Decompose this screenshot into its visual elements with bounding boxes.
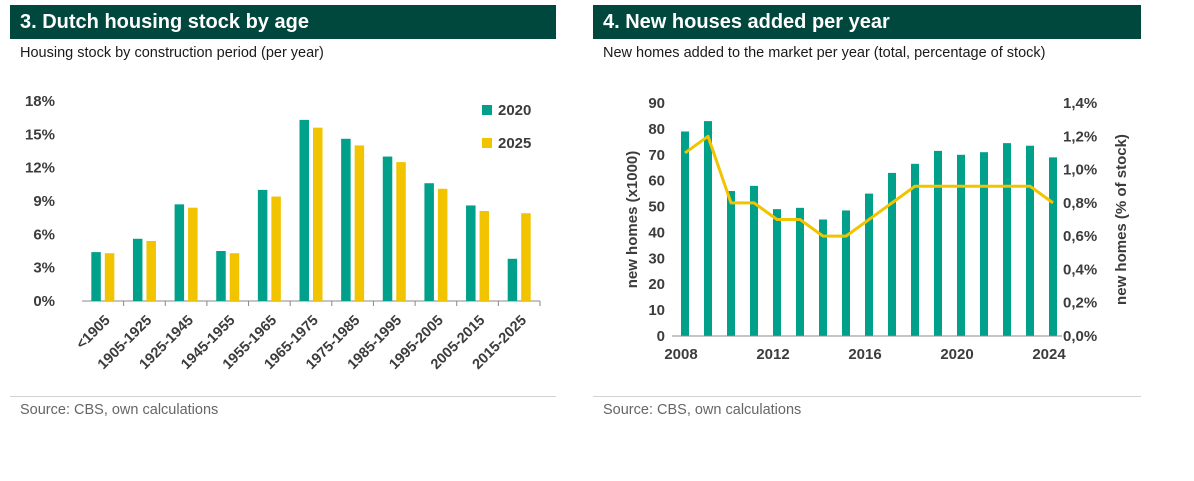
bar-2025 bbox=[146, 241, 156, 301]
bar-new-homes bbox=[911, 163, 919, 336]
chart-source: Source: CBS, own calculations bbox=[20, 402, 219, 418]
bar-new-homes bbox=[888, 172, 896, 336]
bar-new-homes bbox=[957, 154, 965, 336]
bar-2025 bbox=[271, 196, 281, 301]
bar-2025 bbox=[229, 253, 240, 301]
bar-new-homes bbox=[1003, 143, 1011, 336]
source-divider bbox=[10, 396, 556, 397]
bar-2025 bbox=[188, 207, 198, 301]
new-houses-chart: 0 10 20 30 40 50 60 70 80 90 0,0% 0,2% 0,4% 0,6% 0,8% 1… bbox=[624, 95, 1130, 363]
bar-new-homes bbox=[842, 210, 850, 336]
y-tick-label: 50 bbox=[648, 199, 665, 216]
y-tick-label: 18% bbox=[25, 93, 55, 110]
bar-2020 bbox=[174, 204, 185, 301]
bar-new-homes bbox=[681, 131, 689, 336]
bar-2020 bbox=[132, 238, 143, 301]
y-tick-label: 9% bbox=[33, 193, 55, 210]
chart-title: 4. New houses added per year bbox=[593, 5, 1141, 39]
chart-source: Source: CBS, own calculations bbox=[603, 402, 802, 418]
bar-2020 bbox=[257, 189, 268, 301]
legend-label: 2025 bbox=[498, 135, 531, 152]
new-houses-panel: 4. New houses added per year New homes a… bbox=[593, 5, 1141, 418]
y-tick-label: 80 bbox=[648, 121, 665, 138]
bar-new-homes bbox=[865, 193, 873, 336]
bar-2020 bbox=[507, 258, 518, 301]
bar-2025 bbox=[104, 253, 115, 301]
y-tick-label: 20 bbox=[648, 276, 665, 293]
y-axis-label: new homes (x1000) bbox=[624, 151, 641, 289]
chart-subtitle: Housing stock by construction period (pe… bbox=[20, 45, 324, 61]
bar-2020 bbox=[299, 119, 309, 301]
y-tick-label: 60 bbox=[648, 173, 665, 190]
y2-tick-label: 1,0% bbox=[1063, 162, 1097, 179]
y-tick-label: 6% bbox=[33, 226, 55, 243]
legend-label: 2020 bbox=[498, 102, 531, 119]
bar-2020 bbox=[424, 183, 434, 301]
y-tick-label: 90 bbox=[648, 95, 665, 112]
x-tick-label: 2012 bbox=[756, 346, 789, 363]
bar-new-homes bbox=[773, 209, 781, 336]
y-tick-label: 3% bbox=[33, 260, 55, 277]
y-tick-label: 70 bbox=[648, 147, 665, 164]
bar-2025 bbox=[479, 211, 490, 301]
source-divider bbox=[593, 396, 1141, 397]
bar-new-homes bbox=[819, 219, 827, 336]
y-tick-label: 0% bbox=[33, 293, 55, 310]
y-tick-label: 10 bbox=[648, 302, 665, 319]
bar-2020 bbox=[466, 205, 476, 301]
y-tick-label: 12% bbox=[25, 160, 55, 177]
y-tick-label: 40 bbox=[648, 224, 665, 241]
housing-stock-panel: 3. Dutch housing stock by age Housing st… bbox=[10, 5, 556, 418]
housing-stock-chart: 0%3%6%9%12%15%18%<19051905-19251925-1945… bbox=[25, 93, 541, 373]
y-tick-label: 30 bbox=[648, 250, 665, 267]
x-tick-label: 2024 bbox=[1032, 346, 1066, 363]
bar-new-homes bbox=[750, 185, 758, 336]
y2-tick-label: 0,4% bbox=[1063, 261, 1097, 278]
y2-axis-label: new homes (% of stock) bbox=[1113, 134, 1130, 305]
bar-2020 bbox=[382, 156, 393, 301]
y2-tick-label: 0,0% bbox=[1063, 328, 1097, 345]
bar-2025 bbox=[396, 162, 406, 301]
y2-tick-label: 0,2% bbox=[1063, 295, 1097, 312]
x-tick-label: 2016 bbox=[848, 346, 881, 363]
bar-new-homes bbox=[1026, 145, 1034, 336]
bar-2020 bbox=[341, 138, 351, 301]
y2-tick-label: 1,4% bbox=[1063, 95, 1097, 112]
chart-subtitle: New homes added to the market per year (… bbox=[603, 45, 1046, 61]
bar-new-homes bbox=[727, 191, 735, 336]
bar-2025 bbox=[313, 127, 323, 302]
bar-2020 bbox=[91, 252, 101, 301]
line-pct-of-stock bbox=[684, 134, 1054, 238]
bar-2025 bbox=[354, 145, 365, 301]
y2-tick-label: 0,8% bbox=[1063, 195, 1097, 212]
y2-tick-label: 0,6% bbox=[1063, 228, 1097, 245]
bar-new-homes bbox=[934, 150, 942, 336]
bar-2025 bbox=[521, 213, 531, 301]
bar-2020 bbox=[216, 251, 226, 301]
bar-new-homes bbox=[796, 207, 804, 336]
legend-swatch-2020 bbox=[482, 105, 492, 115]
x-tick-label: <1905 bbox=[74, 313, 114, 353]
bar-new-homes bbox=[980, 152, 988, 336]
bar-2025 bbox=[437, 188, 448, 301]
x-tick-label: 2020 bbox=[940, 346, 973, 363]
x-tick-label: 2008 bbox=[664, 346, 697, 363]
y2-tick-label: 1,2% bbox=[1063, 128, 1097, 145]
bar-new-homes bbox=[1049, 157, 1057, 336]
bar-new-homes bbox=[704, 121, 712, 336]
legend-swatch-2025 bbox=[482, 138, 492, 148]
y-tick-label: 0 bbox=[657, 328, 665, 345]
chart-title: 3. Dutch housing stock by age bbox=[10, 5, 556, 39]
y-tick-label: 15% bbox=[25, 126, 55, 143]
